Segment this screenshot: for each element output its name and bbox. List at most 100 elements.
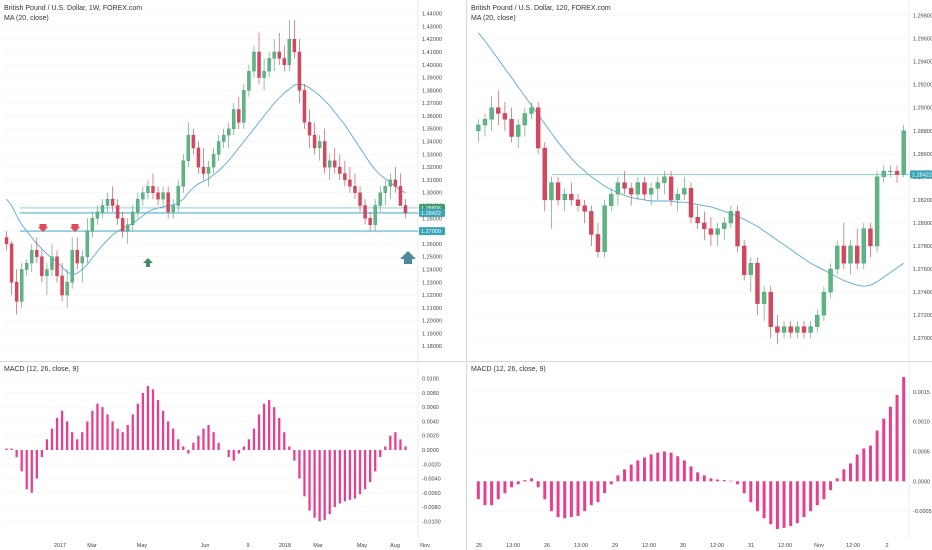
- right-price-tag-label: 1.28422: [912, 172, 932, 178]
- left-candle: [196, 141, 201, 174]
- left-candle: [146, 179, 150, 200]
- left-macd-tick-label: -0.0100: [422, 519, 441, 525]
- left-price-panel[interactable]: 1.44000 1.43000 1.42000 1.41000 1.40000 1.390…: [0, 0, 465, 360]
- right-price-panel[interactable]: 1.29800 1.29600 1.29400 1.29200 1.29000 1.288…: [467, 0, 932, 360]
- right-candle-body: [535, 107, 541, 149]
- right-candle-body: [808, 326, 813, 333]
- left-time-axis: 2017 Mar May Jun 9 2018 Mar May Aug Nov: [54, 543, 430, 549]
- right-time-tick-label: 12:00: [778, 543, 792, 549]
- right-candle: [529, 101, 534, 120]
- right-candle: [509, 107, 514, 143]
- right-candle: [755, 257, 760, 316]
- right-candle: [668, 171, 674, 206]
- right-candle-body: [509, 119, 514, 137]
- left-candle-body: [237, 109, 241, 123]
- right-candle-body: [496, 107, 501, 114]
- right-time-tick-label: 12:00: [846, 543, 860, 549]
- left-macd-tick-label: -0.0020: [422, 462, 441, 468]
- left-candle: [75, 237, 79, 270]
- left-candle-body: [14, 282, 19, 302]
- right-time-tick-label: 31: [748, 543, 754, 549]
- left-candle-body: [45, 269, 49, 277]
- right-candle-body: [609, 193, 614, 206]
- left-candle-body: [151, 186, 155, 193]
- right-candle: [502, 101, 508, 131]
- left-price-tick-label: 1.19000: [422, 331, 442, 337]
- right-candle-body: [868, 228, 873, 247]
- right-candle: [722, 217, 727, 241]
- left-candle-body: [317, 141, 322, 149]
- right-macd-panel[interactable]: 0.0015 0.0010 0.0005 0.0000 -0.0005 MACD (12…: [467, 362, 932, 537]
- right-candle: [702, 211, 707, 241]
- right-candle-body: [901, 130, 906, 175]
- left-macd-label: MACD (12, 26, close, 9): [4, 366, 79, 373]
- right-candle-body: [801, 326, 807, 333]
- left-candle-body: [277, 51, 281, 59]
- right-time-tick-label: 25: [476, 543, 482, 549]
- left-candle: [317, 135, 322, 161]
- right-candle: [874, 171, 880, 252]
- right-candle: [761, 286, 767, 321]
- right-candle: [868, 222, 873, 258]
- left-time-tick-label: 2017: [54, 543, 66, 549]
- right-candle: [635, 176, 641, 200]
- right-time-tick-label: 30: [680, 543, 686, 549]
- left-macd-panel[interactable]: 0.0100 0.0080 0.0060 0.0040 0.0020 0.0000 -0.0…: [0, 362, 465, 537]
- left-candle: [19, 263, 24, 308]
- right-candle: [628, 182, 634, 206]
- left-candle-body: [287, 38, 292, 65]
- right-price-tick-label: 1.29400: [913, 60, 932, 66]
- left-price-tick-label: 1.22000: [422, 293, 442, 299]
- right-macd-tick-label: 0.0010: [913, 420, 930, 426]
- right-candle: [496, 90, 501, 125]
- left-candle: [176, 179, 180, 212]
- left-candle-body: [272, 51, 276, 59]
- left-candle: [65, 269, 69, 308]
- left-macd-tick-label: 0.0080: [422, 391, 439, 397]
- right-candle: [622, 171, 627, 195]
- left-macd-tick-label: 0.0060: [422, 405, 439, 411]
- left-candle-body: [282, 58, 286, 65]
- left-candle-body: [358, 192, 362, 206]
- left-time-tick-label: Mar: [313, 543, 323, 549]
- right-candle: [688, 182, 694, 223]
- right-candle-body: [582, 205, 587, 212]
- right-candle-body: [722, 222, 727, 229]
- left-candle: [136, 192, 140, 219]
- right-time-tick-label: 2: [885, 543, 888, 549]
- right-candle: [861, 222, 866, 270]
- left-candle: [141, 186, 145, 206]
- right-price-tick-label: 1.27400: [913, 290, 932, 296]
- right-candle: [881, 165, 886, 183]
- left-price-tick-label: 1.35000: [422, 127, 442, 133]
- left-candle-body: [80, 256, 84, 264]
- right-candle-body: [702, 222, 707, 229]
- left-time-tick-label: Nov: [420, 543, 430, 549]
- left-candle: [403, 199, 408, 219]
- right-candle-body: [595, 234, 601, 252]
- left-price-tag-label: 1.27000: [421, 229, 441, 235]
- left-macd-tick-label: 0.0000: [422, 448, 439, 454]
- right-candle-body: [476, 124, 481, 131]
- left-candle: [383, 179, 387, 206]
- left-candle: [95, 205, 100, 225]
- left-candle: [90, 211, 95, 238]
- right-candle-body: [894, 170, 900, 175]
- left-candle: [272, 39, 276, 72]
- right-time-tick-label: 12:00: [710, 543, 724, 549]
- right-price-tick-label: 1.28600: [913, 152, 932, 158]
- left-candle: [277, 32, 281, 65]
- right-candle: [795, 320, 800, 339]
- right-time-tick-label: Nov: [814, 543, 824, 549]
- right-candle: [562, 188, 567, 212]
- right-ma-label: MA (20, close): [471, 15, 516, 22]
- right-candle: [555, 176, 561, 206]
- panel-divider[interactable]: [466, 0, 467, 550]
- right-price-tick-label: 1.28800: [913, 129, 932, 135]
- horizontal-divider-left: [0, 361, 465, 362]
- right-candle: [595, 222, 601, 258]
- right-candle: [894, 165, 900, 183]
- right-candle: [748, 257, 754, 293]
- left-candle: [307, 109, 312, 148]
- right-candle: [535, 101, 541, 154]
